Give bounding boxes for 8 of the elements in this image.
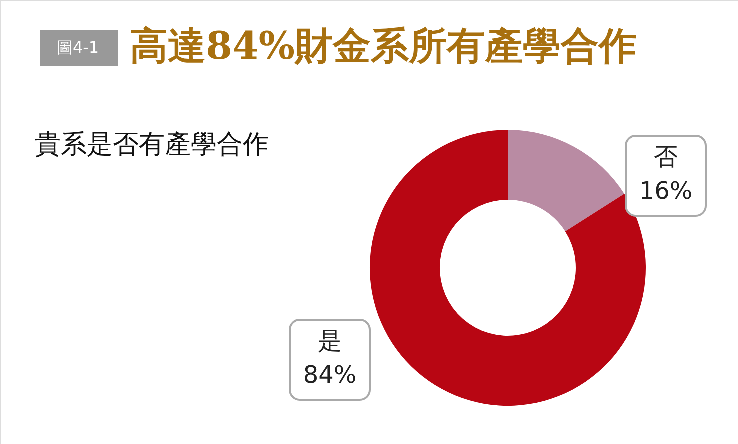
chart-subtitle: 貴系是否有產學合作 [35, 130, 269, 160]
data-label: 16% [639, 176, 693, 205]
caption: 圖4-1 [56, 38, 100, 57]
slice-label: 是 [318, 327, 342, 356]
data-label: 84% [303, 361, 357, 390]
chart-title: 高達84%財金系所有產學合作 [130, 23, 637, 68]
slice-label: 否 [654, 142, 678, 171]
donut-slice [508, 130, 625, 232]
